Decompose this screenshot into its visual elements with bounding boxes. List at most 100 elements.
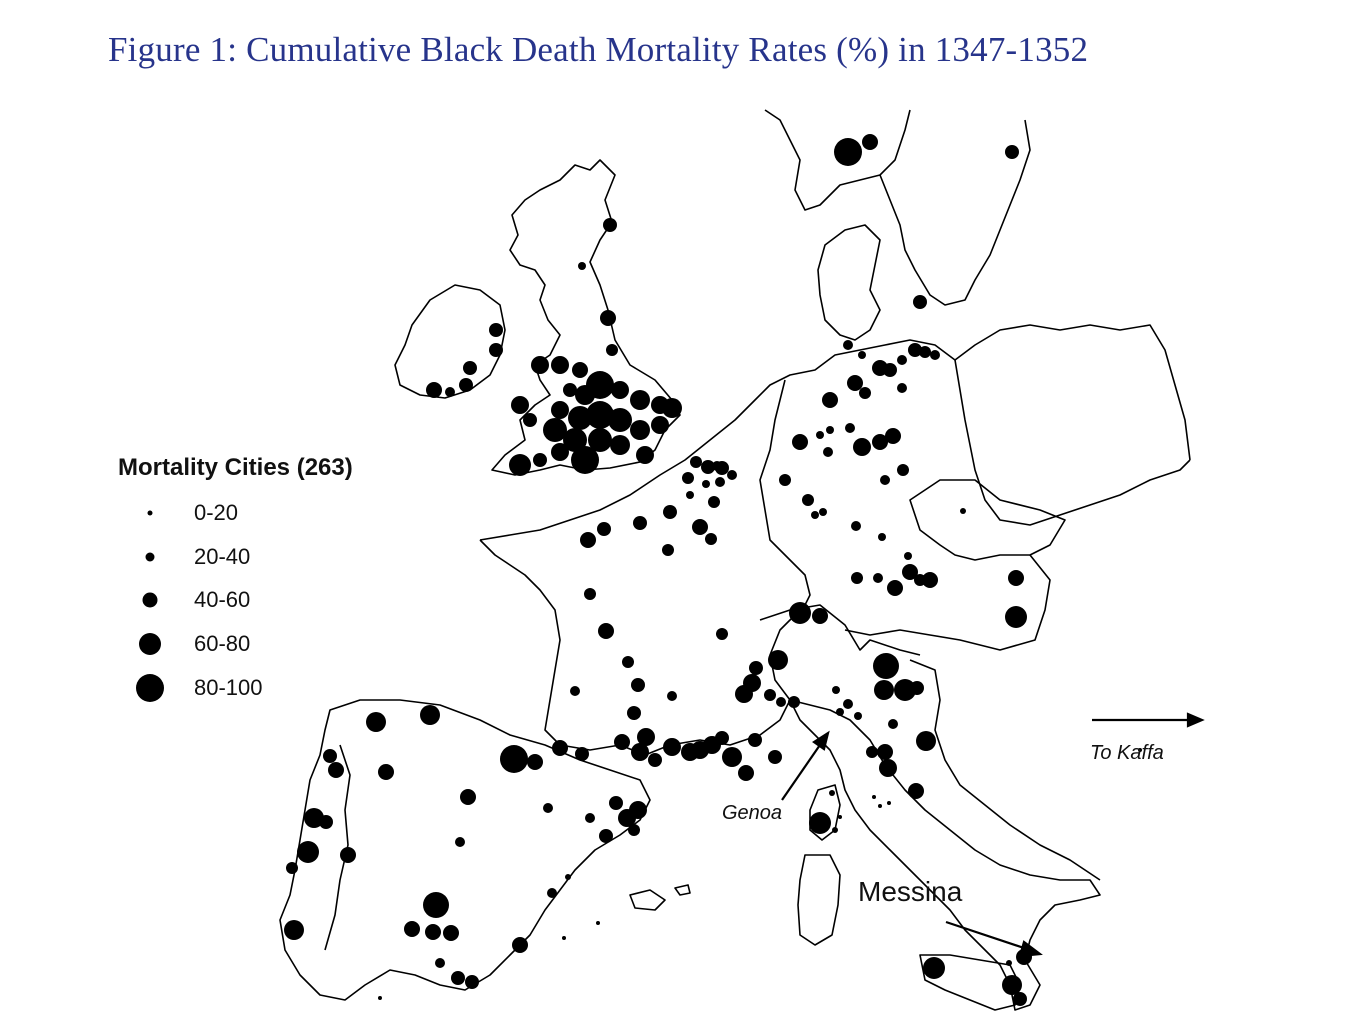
city-dot	[843, 340, 853, 350]
city-dot	[631, 743, 649, 761]
city-dot	[551, 443, 569, 461]
city-dot	[854, 712, 862, 720]
city-dot	[455, 837, 465, 847]
city-dot	[682, 472, 694, 484]
city-dot	[633, 516, 647, 530]
city-dot	[847, 375, 863, 391]
messina-label: Messina	[858, 876, 963, 907]
sicily-outline	[919, 954, 1021, 1011]
legend-label-0-20: 0-20	[194, 500, 239, 525]
city-dot	[851, 572, 863, 584]
city-dot	[420, 705, 440, 725]
kaffa-arrowhead	[1186, 712, 1205, 728]
city-dot	[897, 383, 907, 393]
city-dot	[872, 795, 876, 799]
city-dot	[443, 925, 459, 941]
city-dot	[575, 747, 589, 761]
city-dot	[888, 719, 898, 729]
city-dot	[910, 681, 924, 695]
city-dot	[705, 533, 717, 545]
city-dot	[425, 924, 441, 940]
portugal-border	[324, 744, 351, 951]
city-dot	[904, 552, 912, 560]
city-dot	[1013, 992, 1027, 1006]
city-dot	[562, 936, 566, 940]
germany-west-border	[759, 379, 811, 616]
city-dot	[547, 888, 557, 898]
denmark-outline	[817, 224, 881, 341]
city-dot	[866, 746, 878, 758]
city-dot	[829, 790, 835, 796]
france-outline	[479, 539, 801, 756]
city-dot	[859, 387, 871, 399]
figure-title: Figure 1: Cumulative Black Death Mortali…	[108, 30, 1089, 69]
city-dot	[722, 747, 742, 767]
city-dot	[686, 491, 694, 499]
city-dot	[715, 731, 729, 745]
city-dot	[1002, 975, 1022, 995]
city-dot	[319, 815, 333, 829]
city-dot	[586, 401, 614, 429]
city-dot	[489, 343, 503, 357]
city-dot	[489, 323, 503, 337]
city-dot	[460, 789, 476, 805]
legend-dot-20-40	[145, 552, 155, 562]
city-dot	[768, 750, 782, 764]
city-dot	[328, 762, 344, 778]
city-dot	[598, 623, 614, 639]
city-dot	[897, 464, 909, 476]
city-dot	[878, 804, 882, 808]
city-dot	[404, 921, 420, 937]
messina-arrow-shaft	[945, 920, 1031, 952]
balearic-outline	[629, 889, 666, 911]
city-dot	[637, 728, 655, 746]
city-dot	[789, 602, 811, 624]
city-dot	[914, 574, 926, 586]
scandinavia-outline	[764, 109, 911, 211]
city-dot	[610, 435, 630, 455]
city-dot	[1005, 145, 1019, 159]
city-dot	[500, 745, 528, 773]
great-britain-outline	[491, 159, 681, 476]
city-dot	[908, 343, 922, 357]
city-dot	[701, 460, 715, 474]
city-dot	[802, 494, 814, 506]
city-dot	[872, 434, 888, 450]
city-dot	[435, 958, 445, 968]
city-dot	[651, 416, 669, 434]
city-dot	[816, 431, 824, 439]
city-dot	[862, 134, 878, 150]
kaffa-label: To Kaffa	[1090, 742, 1164, 764]
city-dot	[894, 679, 916, 701]
city-dot	[887, 801, 891, 805]
city-dot	[667, 691, 677, 701]
city-dot	[628, 824, 640, 836]
city-dot	[922, 572, 938, 588]
city-dot	[551, 356, 569, 374]
legend-dot-0-20	[147, 510, 153, 516]
legend-dot-40-60	[142, 592, 158, 608]
corsica-outline	[809, 784, 841, 841]
city-dot	[509, 454, 531, 476]
city-dot	[826, 426, 834, 434]
city-dot	[960, 508, 966, 514]
city-dot	[748, 733, 762, 747]
legend-item-40-60: 40-60	[120, 585, 340, 615]
city-dot	[378, 996, 382, 1000]
city-dot	[690, 456, 702, 468]
city-dot	[877, 744, 893, 760]
city-dot	[708, 496, 720, 508]
city-dot	[843, 699, 853, 709]
legend-title: Mortality Cities (263)	[118, 454, 353, 481]
city-dot	[551, 401, 569, 419]
city-dot	[622, 656, 634, 668]
legend-item-80-100: 80-100	[120, 673, 340, 703]
city-dot	[426, 382, 442, 398]
city-dot	[511, 396, 529, 414]
legend-item-20-40: 20-40	[120, 542, 340, 572]
sardinia-outline	[797, 854, 841, 946]
city-dot	[880, 475, 890, 485]
sweden-coast	[879, 119, 1031, 306]
city-dot	[832, 686, 840, 694]
